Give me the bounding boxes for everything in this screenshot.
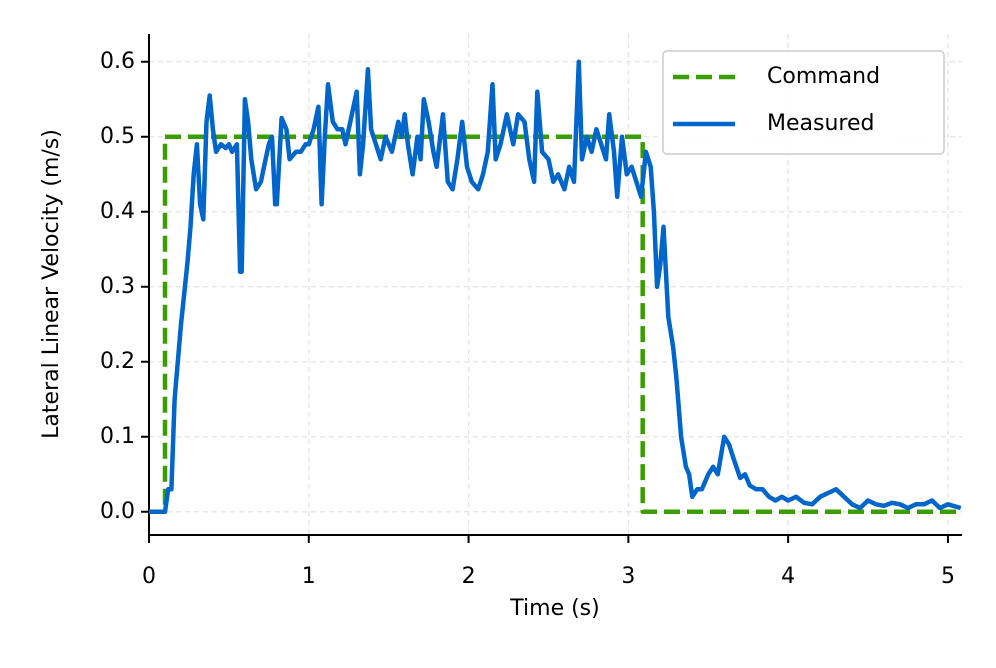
y-tick-label: 0.4 (100, 199, 135, 224)
y-tick-label: 0.2 (100, 349, 135, 374)
y-axis-label: Lateral Linear Velocity (m/s) (39, 129, 64, 439)
y-tick-label: 0.5 (100, 124, 135, 149)
x-tick-label: 1 (302, 564, 316, 589)
y-tick-label: 0.0 (100, 499, 135, 524)
legend-label: Command (767, 64, 880, 89)
y-tick-label: 0.3 (100, 274, 135, 299)
x-tick-label: 4 (781, 564, 795, 589)
x-axis-label: Time (s) (509, 596, 599, 621)
x-tick-label: 5 (941, 564, 955, 589)
legend-label: Measured (767, 111, 874, 136)
y-tick-label: 0.1 (100, 424, 135, 449)
y-tick-label: 0.6 (100, 49, 135, 74)
series-line (149, 134, 962, 515)
x-tick-label: 2 (462, 564, 476, 589)
x-tick-label: 3 (621, 564, 635, 589)
series-line (149, 59, 962, 515)
x-tick-label: 0 (142, 564, 156, 589)
